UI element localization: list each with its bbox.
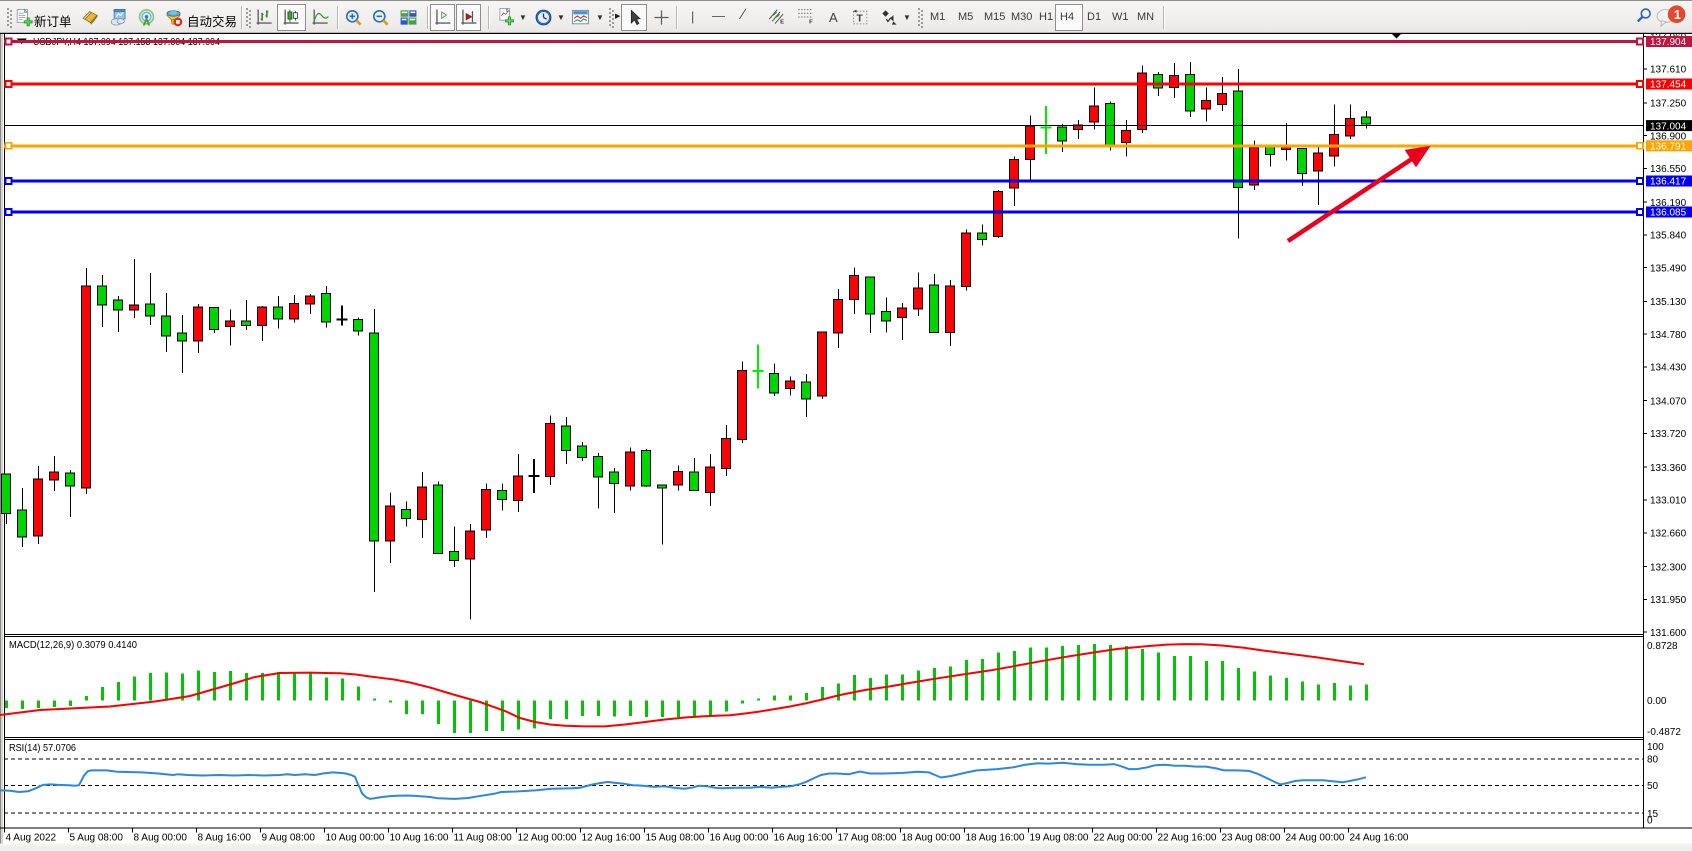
svg-text:136.791: 136.791 [1650, 142, 1687, 153]
svg-text:23 Aug 08:00: 23 Aug 08:00 [1222, 833, 1281, 844]
svg-text:18 Aug 16:00: 18 Aug 16:00 [966, 833, 1025, 844]
svg-text:19 Aug 08:00: 19 Aug 08:00 [1030, 833, 1089, 844]
svg-text:5 Aug 08:00: 5 Aug 08:00 [70, 833, 124, 844]
svg-text:9 Aug 08:00: 9 Aug 08:00 [262, 833, 316, 844]
svg-text:16 Aug 16:00: 16 Aug 16:00 [774, 833, 833, 844]
svg-text:100: 100 [1647, 742, 1664, 753]
svg-text:134.430: 134.430 [1650, 363, 1687, 374]
svg-text:133.720: 133.720 [1650, 429, 1687, 440]
svg-text:135.490: 135.490 [1650, 263, 1687, 274]
svg-text:18 Aug 00:00: 18 Aug 00:00 [902, 833, 961, 844]
svg-text:E: E [780, 20, 784, 25]
svg-text:132.300: 132.300 [1650, 562, 1687, 573]
svg-text:131.600: 131.600 [1650, 628, 1687, 639]
svg-text:T: T [857, 13, 864, 24]
svg-text:134.780: 134.780 [1650, 330, 1687, 341]
svg-text:136.417: 136.417 [1650, 177, 1687, 188]
svg-text:0: 0 [1647, 815, 1653, 826]
svg-text:133.010: 133.010 [1650, 496, 1687, 507]
svg-text:136.190: 136.190 [1650, 198, 1687, 209]
svg-text:50: 50 [1647, 781, 1659, 792]
svg-text:12 Aug 16:00: 12 Aug 16:00 [582, 833, 641, 844]
svg-text:137.610: 137.610 [1650, 65, 1687, 76]
svg-text:15 Aug 08:00: 15 Aug 08:00 [646, 833, 705, 844]
svg-text:131.950: 131.950 [1650, 595, 1687, 606]
svg-text:10 Aug 00:00: 10 Aug 00:00 [326, 833, 385, 844]
svg-text:8 Aug 16:00: 8 Aug 16:00 [198, 833, 252, 844]
svg-text:F: F [809, 20, 813, 25]
svg-text:16 Aug 00:00: 16 Aug 00:00 [710, 833, 769, 844]
svg-text:0.00: 0.00 [1647, 696, 1667, 707]
svg-text:4 Aug 2022: 4 Aug 2022 [6, 833, 57, 844]
svg-text:137.454: 137.454 [1650, 80, 1687, 91]
svg-text:RSI(14) 57.0706: RSI(14) 57.0706 [9, 743, 76, 754]
svg-text:134.070: 134.070 [1650, 396, 1687, 407]
svg-text:136.900: 136.900 [1650, 131, 1687, 142]
svg-text:11 Aug 08:00: 11 Aug 08:00 [454, 833, 513, 844]
svg-text:133.360: 133.360 [1650, 463, 1687, 474]
svg-text:1: 1 [1674, 7, 1681, 22]
svg-text:12 Aug 00:00: 12 Aug 00:00 [518, 833, 577, 844]
svg-text:136.085: 136.085 [1650, 208, 1687, 219]
svg-text:24 Aug 16:00: 24 Aug 16:00 [1350, 833, 1409, 844]
svg-text:137.004: 137.004 [1650, 121, 1687, 132]
svg-text:10 Aug 16:00: 10 Aug 16:00 [390, 833, 449, 844]
svg-text:15: 15 [1647, 809, 1659, 820]
svg-text:MACD(12,26,9) 0.3079 0.4140: MACD(12,26,9) 0.3079 0.4140 [9, 640, 137, 651]
svg-text:137.904: 137.904 [1650, 37, 1687, 48]
svg-text:22 Aug 16:00: 22 Aug 16:00 [1158, 833, 1217, 844]
svg-text:137.250: 137.250 [1650, 99, 1687, 110]
svg-text:-0.4872: -0.4872 [1647, 727, 1681, 738]
svg-text:136.550: 136.550 [1650, 164, 1687, 175]
svg-text:24 Aug 00:00: 24 Aug 00:00 [1286, 833, 1345, 844]
svg-text:17 Aug 08:00: 17 Aug 08:00 [838, 833, 897, 844]
svg-text:135.130: 135.130 [1650, 297, 1687, 308]
svg-text:135.840: 135.840 [1650, 231, 1687, 242]
svg-text:8 Aug 00:00: 8 Aug 00:00 [134, 833, 188, 844]
svg-text:0.8728: 0.8728 [1647, 641, 1678, 652]
svg-text:22 Aug 00:00: 22 Aug 00:00 [1094, 833, 1153, 844]
svg-text:132.660: 132.660 [1650, 529, 1687, 540]
svg-text:80: 80 [1647, 755, 1659, 766]
